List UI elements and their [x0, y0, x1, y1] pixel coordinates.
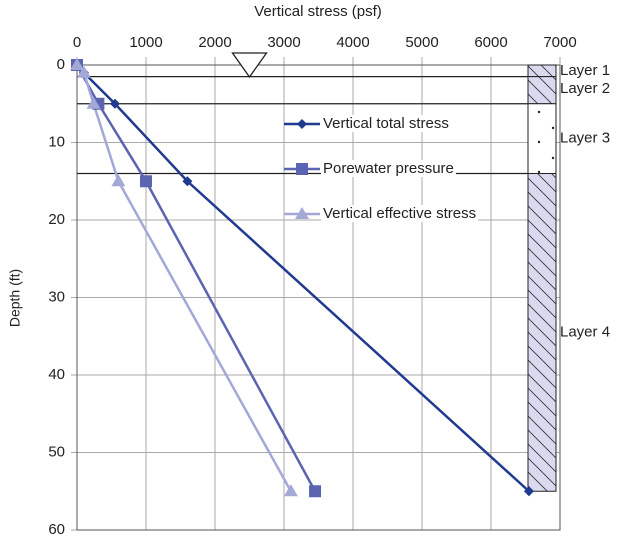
soil-layer — [527, 76, 557, 105]
data-point — [140, 175, 152, 188]
data-point — [70, 58, 84, 70]
data-point — [309, 485, 322, 498]
x-axis-title: Vertical stress (psf) — [254, 3, 382, 20]
layer-label: Layer 1 — [560, 62, 610, 79]
y-tick-label: 20 — [48, 211, 65, 228]
y-tick-label: 50 — [48, 443, 65, 460]
legend-label: Porewater pressure — [323, 160, 454, 177]
x-tick-label: 1000 — [129, 34, 162, 51]
y-tick-label: 30 — [48, 288, 65, 305]
water-table — [231, 52, 268, 79]
data-point — [86, 96, 101, 109]
data-point — [523, 486, 534, 497]
series-line — [75, 64, 317, 492]
data-point — [182, 176, 193, 187]
x-tick-label: 0 — [73, 34, 81, 51]
y-axis-title: Depth (ft) — [7, 269, 23, 327]
legend-bg — [321, 159, 456, 177]
soil-layer — [527, 64, 557, 78]
x-tick-label: 6000 — [474, 34, 507, 51]
data-point — [111, 174, 126, 187]
soil-layer — [527, 173, 557, 492]
legend-marker — [296, 163, 308, 175]
series-line — [76, 64, 292, 492]
data-point — [109, 98, 120, 109]
y-tick-label: 60 — [48, 521, 65, 537]
series-line — [76, 64, 530, 493]
x-tick-label: 7000 — [543, 34, 576, 51]
legend-bg — [321, 114, 451, 132]
legend-label: Vertical effective stress — [323, 205, 476, 222]
layer-label: Layer 4 — [560, 323, 610, 340]
y-tick-label: 40 — [48, 366, 65, 383]
x-tick-label: 3000 — [267, 34, 300, 51]
data-point — [283, 484, 298, 497]
legend-bg — [321, 204, 479, 222]
legend-marker — [297, 119, 307, 129]
soil-layer — [527, 103, 557, 174]
data-point — [76, 65, 91, 78]
layer-label: Layer 2 — [560, 80, 610, 97]
layer-label: Layer 3 — [560, 130, 610, 147]
y-tick-label: 0 — [57, 56, 65, 73]
legend-label: Vertical total stress — [323, 115, 449, 132]
x-tick-label: 4000 — [336, 34, 369, 51]
x-tick-label: 2000 — [198, 34, 231, 51]
x-tick-label: 5000 — [405, 34, 438, 51]
plot-frame — [76, 64, 561, 531]
y-tick-label: 10 — [48, 133, 65, 150]
legend-marker — [295, 207, 309, 219]
